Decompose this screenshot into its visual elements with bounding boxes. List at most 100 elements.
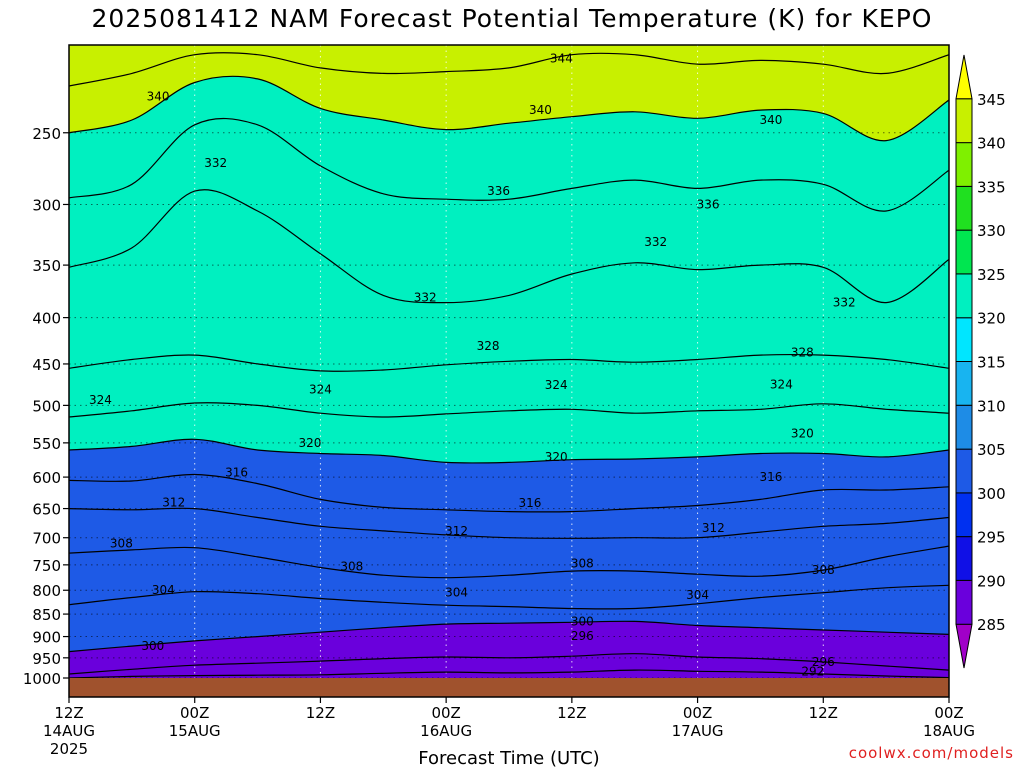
contour-line-328 [69, 353, 949, 372]
contour-label: 320 [545, 450, 568, 464]
contour-line-312 [69, 507, 949, 539]
y-tick-label: 350 [32, 257, 61, 275]
x-tick-hour: 12Z [557, 704, 586, 722]
contour-line-324 [69, 402, 949, 418]
colorbar-swatch [955, 404, 973, 450]
colorbar-swatch [955, 536, 973, 581]
contour-label: 324 [89, 393, 112, 407]
contour-label: 328 [791, 345, 814, 359]
colorbar-label: 345 [977, 91, 1006, 109]
contour-line-320 [69, 438, 949, 464]
colorbar-swatch [955, 54, 973, 100]
ground-band [69, 678, 949, 697]
contour-label: 304 [445, 586, 468, 600]
contour-label: 340 [147, 90, 170, 104]
contour-label: 332 [644, 235, 667, 249]
contour-label: 320 [298, 436, 321, 450]
x-tick-hour: 00Z [180, 704, 209, 722]
contour-label: 332 [833, 296, 856, 310]
contour-lines [69, 52, 949, 679]
colorbar-label: 320 [977, 310, 1006, 328]
y-tick-label: 1000 [23, 670, 61, 688]
contour-label: 316 [759, 470, 782, 484]
contour-line-300 [69, 620, 949, 653]
filled-contours [69, 45, 949, 697]
contour-label: 304 [686, 588, 709, 602]
x-tick-hour: 00Z [934, 704, 963, 722]
x-tick-day: 17AUG [672, 722, 724, 740]
contour-label: 336 [697, 197, 720, 211]
contour-label: 324 [770, 377, 793, 391]
colorbar-label: 290 [977, 572, 1006, 590]
colorbar: 285 290 295 300 305 310 315 320 325 330 335 340 345 [955, 54, 1006, 669]
y-tick-label: 550 [32, 435, 61, 453]
contour-line-308 [69, 545, 949, 579]
credit-text: coolwx.com/models [848, 744, 1014, 762]
x-tick-hour: 12Z [306, 704, 335, 722]
y-tick-label: 400 [32, 310, 61, 328]
band-fill-340 [69, 45, 949, 141]
contour-label: 292 [801, 664, 824, 678]
colorbar-swatch [955, 361, 973, 406]
contour-line-292 [69, 669, 949, 679]
contour-labels: 340 344 340 340 332 336 336 332 332 332 328 328 324 3… [89, 52, 856, 679]
contour-label: 312 [702, 521, 725, 535]
colorbar-swatch [955, 142, 973, 187]
y-axis: 250 300 350 400 450 500 550 600 650 700 750 800 850 9… [23, 125, 69, 688]
x-tick-day: 18AUG [923, 722, 975, 740]
contour-label: 324 [309, 382, 332, 396]
plot-frame [68, 44, 950, 698]
colorbar-label: 310 [977, 397, 1006, 415]
y-tick-label: 700 [32, 530, 61, 548]
contour-line-340 [69, 75, 949, 142]
colorbar-swatch [955, 98, 973, 144]
contour-label: 320 [791, 426, 814, 440]
contour-line-304 [69, 584, 949, 610]
y-tick-label: 600 [32, 469, 61, 487]
contour-line-332 [69, 189, 949, 304]
contour-label: 300 [571, 614, 594, 628]
y-tick-label: 500 [32, 397, 61, 415]
colorbar-swatch [955, 579, 973, 625]
x-tick-hour: 00Z [431, 704, 460, 722]
x-tick-year: 2025 [50, 740, 88, 758]
contour-line-296 [69, 653, 949, 675]
contour-label: 312 [445, 524, 468, 538]
contour-line-316 [69, 473, 949, 513]
contour-label: 308 [571, 556, 594, 570]
y-tick-label: 300 [32, 196, 61, 214]
contour-line-336 [69, 117, 949, 212]
contour-label: 312 [162, 495, 185, 509]
colorbar-swatch [955, 273, 973, 319]
colorbar-label: 330 [977, 222, 1006, 240]
contour-label: 300 [141, 639, 164, 653]
contour-label: 304 [152, 583, 175, 597]
contour-label: 308 [340, 559, 363, 573]
chart-title: 2025081412 NAM Forecast Potential Temper… [91, 4, 933, 33]
contour-label: 332 [414, 290, 437, 304]
x-tick-hour: 00Z [683, 704, 712, 722]
contour-label: 316 [225, 465, 248, 479]
contour-label: 340 [759, 113, 782, 127]
contour-label: 308 [110, 536, 133, 550]
contour-line-344 [69, 52, 949, 87]
contour-label: 296 [812, 655, 835, 669]
contour-label: 324 [545, 378, 568, 392]
x-tick-hour: 12Z [809, 704, 838, 722]
colorbar-label: 300 [977, 485, 1006, 503]
colorbar-swatch [955, 185, 973, 231]
x-axis-label: Forecast Time (UTC) [418, 748, 599, 768]
y-tick-label: 450 [32, 356, 61, 374]
colorbar-swatch [955, 317, 973, 362]
y-tick-label: 900 [32, 629, 61, 647]
contour-label: 344 [550, 52, 573, 66]
contour-label: 308 [812, 563, 835, 577]
colorbar-label: 285 [977, 616, 1006, 634]
y-tick-label: 650 [32, 501, 61, 519]
colorbar-label: 325 [977, 266, 1006, 284]
x-tick-hour: 12Z [54, 704, 83, 722]
y-tick-label: 850 [32, 606, 61, 624]
y-tick-label: 950 [32, 650, 61, 668]
